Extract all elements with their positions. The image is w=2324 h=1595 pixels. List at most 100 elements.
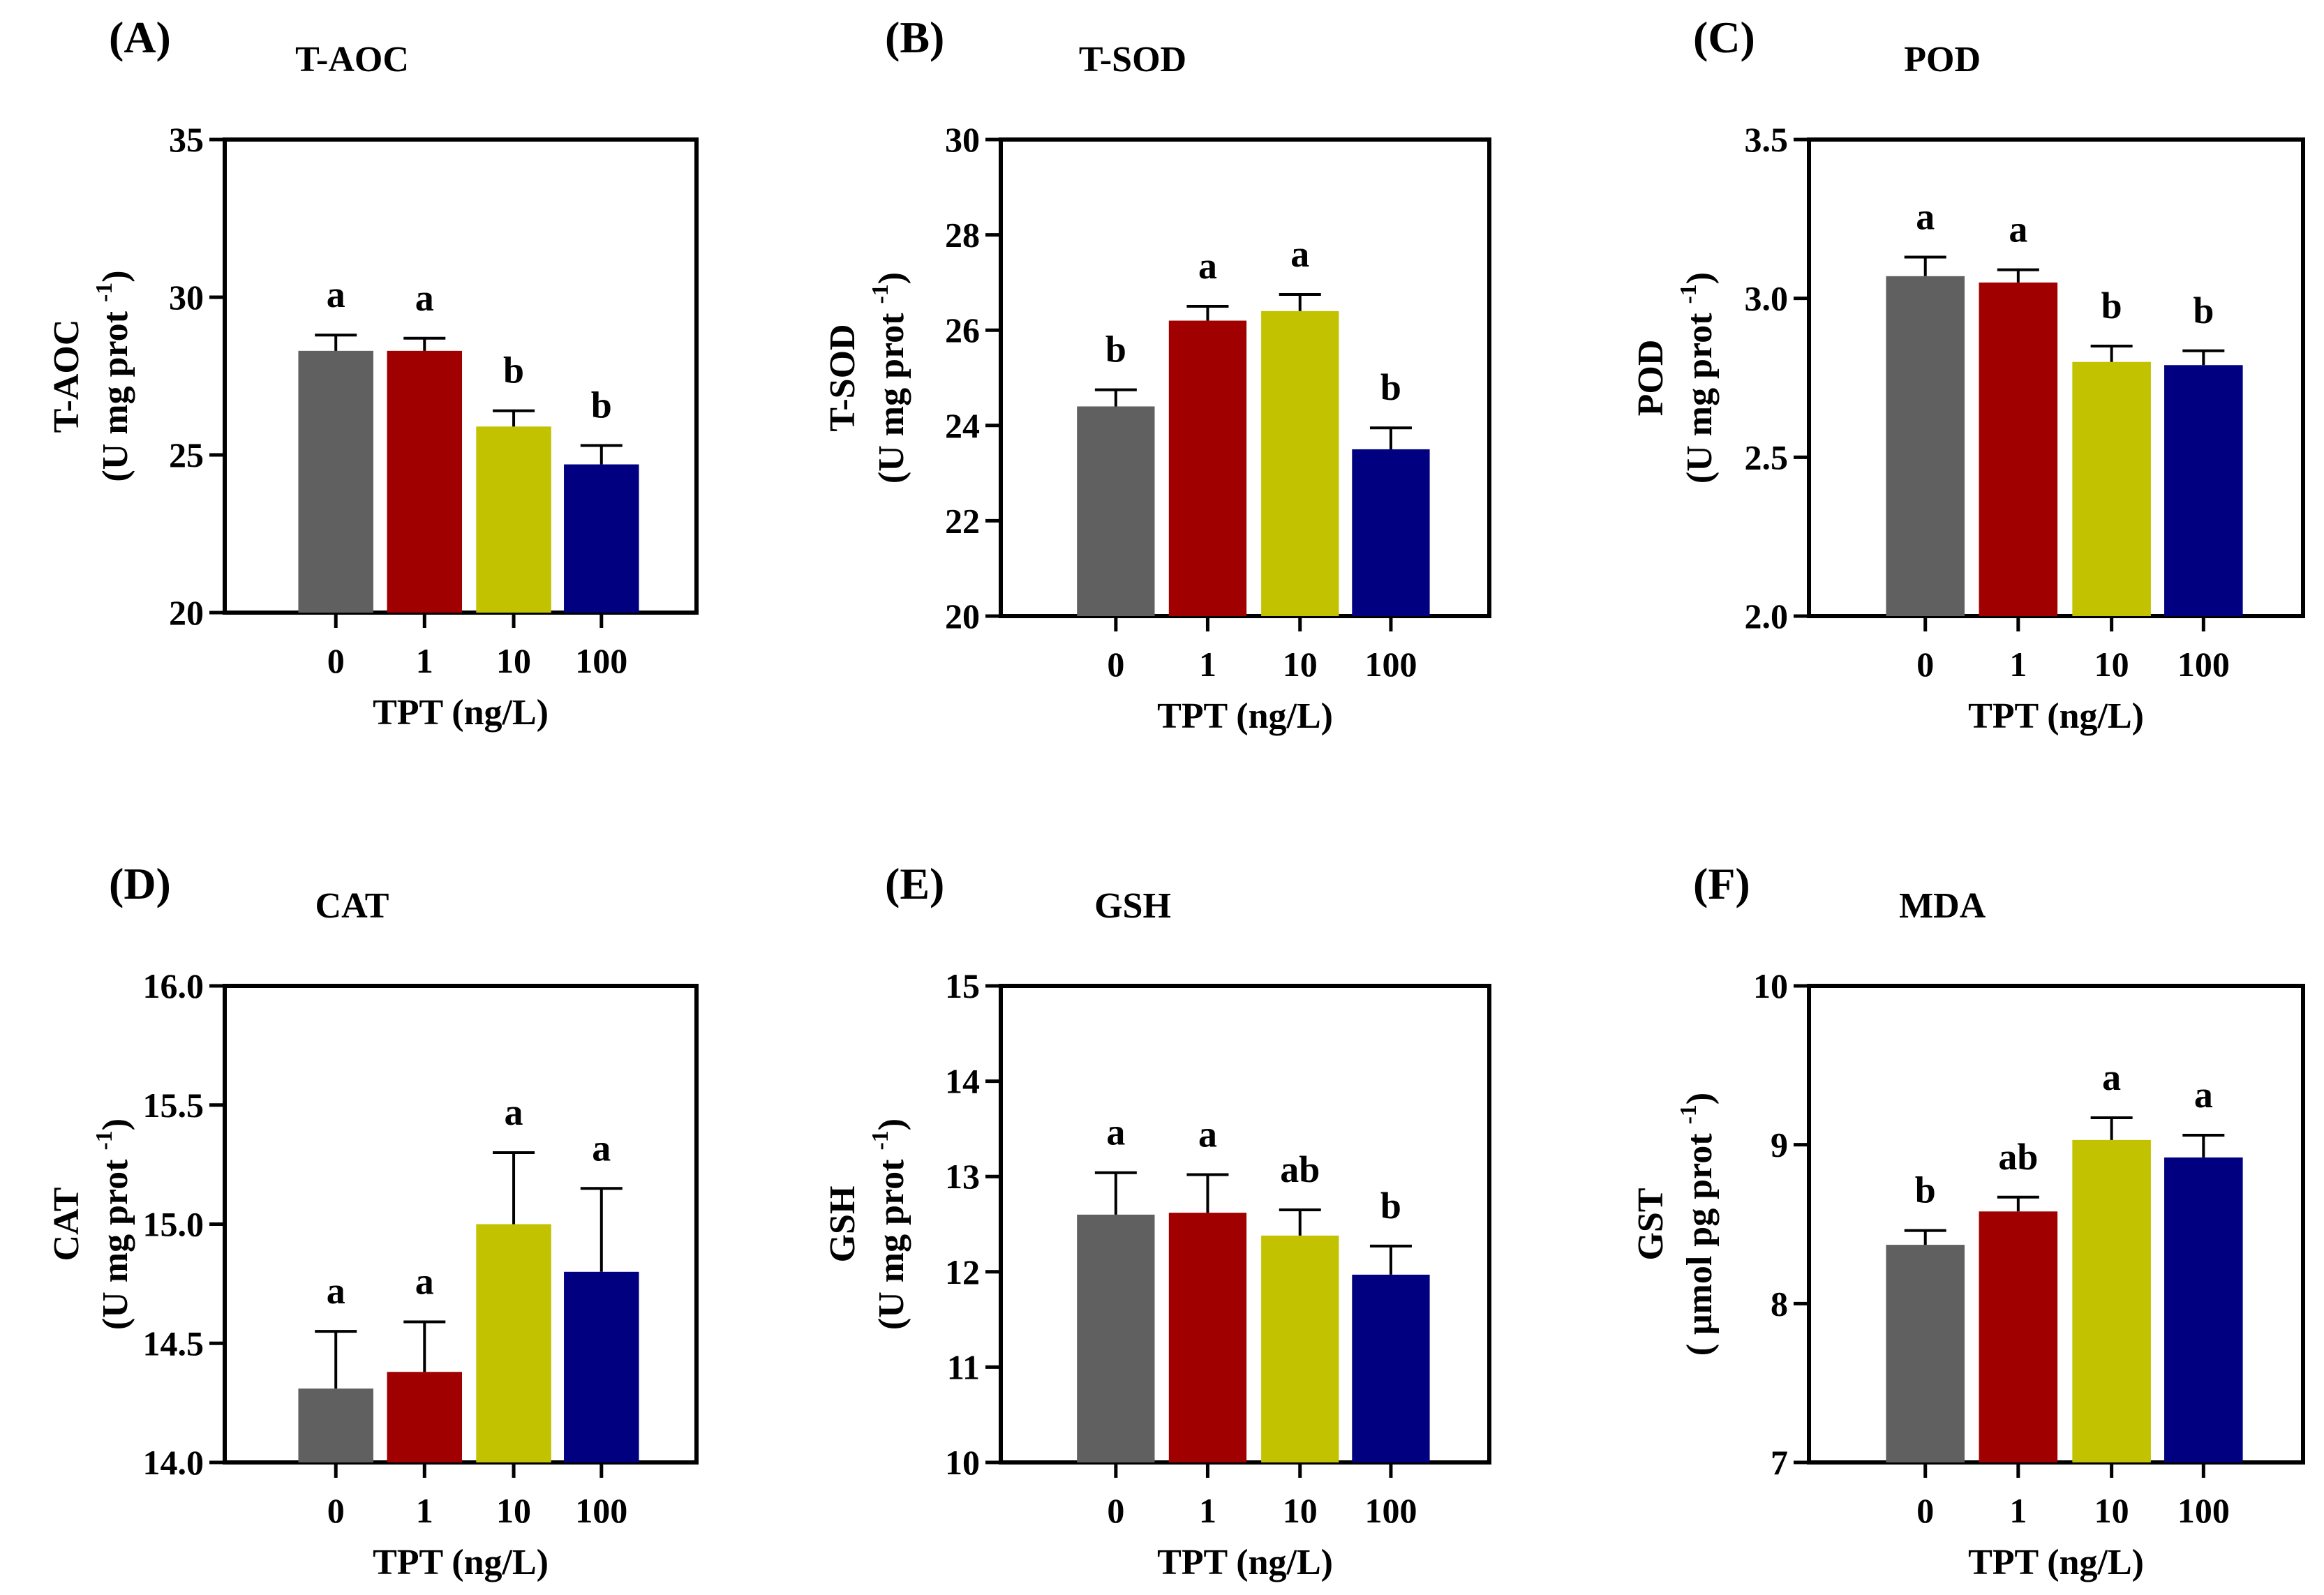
x-axis-title: TPT (ng/L)	[373, 693, 549, 733]
x-axis-title: TPT (ng/L)	[1968, 1543, 2144, 1582]
y-axis-title: T-AOC	[47, 320, 87, 433]
error-bar	[493, 409, 535, 427]
y-tick-label: 8	[1771, 1284, 1788, 1323]
error-bar	[403, 1320, 446, 1372]
y-tick-label: 11	[947, 1347, 980, 1386]
x-tick-label: 10	[1283, 645, 1318, 684]
significance-label: b	[2101, 285, 2122, 327]
error-bar	[315, 1330, 357, 1389]
x-tick-label: 0	[327, 1491, 345, 1530]
bar-0	[1077, 1214, 1155, 1462]
x-tick-label: 100	[1364, 1491, 1417, 1530]
y-tick-label: 30	[945, 120, 980, 159]
x-tick-label: 1	[1199, 1491, 1216, 1530]
panel-cat: (D) CAT 14.0 14.5 15.0 15.5 16.0 a 0 a 1 a 10 a 100 TPT…	[47, 859, 699, 1582]
x-tick-label: 10	[2094, 1491, 2129, 1530]
error-bar	[1186, 305, 1229, 321]
y-tick-label: 26	[945, 310, 980, 350]
x-tick-label: 10	[1283, 1491, 1318, 1530]
significance-label: a	[592, 1127, 611, 1169]
bar-10	[1261, 310, 1339, 616]
y-axis-title: T-SOD	[823, 324, 863, 431]
y-axis-unit: (U mg prot -1)	[867, 1118, 911, 1330]
panel-t-sod: (B) T-SOD 20 22 24 26 28 30 b 0 a 1 a 10 b 100 TPT (ng/L…	[823, 13, 1491, 736]
x-tick-label: 100	[2177, 645, 2230, 684]
significance-label: a	[1198, 245, 1217, 287]
x-tick-label: 100	[575, 1491, 627, 1530]
error-bar	[2182, 1134, 2225, 1158]
bar-1	[1979, 282, 2058, 616]
bar-10	[2072, 361, 2151, 616]
x-tick-label: 1	[416, 641, 433, 680]
significance-label: b	[1380, 1185, 1401, 1227]
y-tick-label: 28	[945, 216, 980, 255]
panel-t-aoc: (A) T-AOC 20 25 30 35 a 0 a 1 b 10 b 100 TPT (ng/L) T-A…	[47, 13, 699, 733]
error-bar	[2090, 1116, 2133, 1140]
significance-label: a	[1106, 1111, 1125, 1153]
y-tick-label: 22	[945, 501, 980, 540]
y-axis-title: GST	[1631, 1188, 1671, 1260]
bar-1	[387, 1372, 463, 1462]
panel-label: (A)	[109, 13, 171, 62]
significance-label: a	[1916, 195, 1935, 237]
panel-title: GSH	[1094, 886, 1171, 926]
x-tick-label: 10	[496, 1491, 531, 1530]
y-tick-label: 30	[169, 278, 204, 317]
y-tick-label: 20	[945, 597, 980, 636]
y-tick-label: 14.5	[143, 1324, 204, 1363]
panel-label: (F)	[1693, 859, 1750, 908]
bar-0	[1077, 406, 1155, 616]
error-bar	[315, 334, 357, 351]
error-bar	[1094, 388, 1137, 407]
bar-10	[2072, 1139, 2151, 1462]
error-bar	[1186, 1173, 1229, 1213]
panel-title: POD	[1904, 40, 1981, 80]
x-tick-label: 100	[575, 641, 627, 680]
y-tick-label: 10	[1753, 966, 1788, 1005]
significance-label: a	[327, 274, 345, 315]
x-tick-label: 1	[1199, 645, 1216, 684]
significance-label: a	[1198, 1113, 1217, 1155]
y-tick-label: 25	[169, 435, 204, 474]
x-tick-label: 100	[1364, 645, 1417, 684]
panel-pod: (C) POD 2.0 2.5 3.0 3.5 a 0 a 1 b 10 b 100 TPT (ng/L) P…	[1631, 13, 2305, 736]
y-tick-label: 15.0	[143, 1205, 204, 1244]
bar-10	[1261, 1235, 1339, 1462]
y-axis-title: POD	[1631, 340, 1671, 417]
y-tick-label: 10	[945, 1443, 980, 1482]
y-tick-label: 20	[169, 593, 204, 632]
panel-title: T-AOC	[295, 40, 409, 80]
y-tick-label: 15	[945, 966, 980, 1005]
bar-100	[1352, 449, 1430, 616]
bar-0	[298, 1388, 373, 1462]
panel-title: MDA	[1899, 886, 1986, 926]
x-axis-title: TPT (ng/L)	[1157, 1543, 1333, 1582]
significance-label: a	[327, 1270, 345, 1312]
bar-1	[387, 350, 463, 613]
significance-label: b	[591, 384, 612, 426]
y-tick-label: 2.0	[1745, 597, 1789, 636]
bar-10	[476, 1224, 551, 1462]
error-bar	[1279, 292, 1321, 311]
bar-1	[1168, 1213, 1247, 1462]
y-axis-unit: ( μmol pg prot -1)	[1676, 1093, 1720, 1356]
x-tick-label: 0	[1107, 1491, 1124, 1530]
x-tick-label: 0	[327, 641, 345, 680]
y-tick-label: 13	[945, 1157, 980, 1196]
significance-label: b	[503, 350, 524, 391]
panel-title: T-SOD	[1079, 40, 1186, 80]
y-tick-label: 24	[945, 406, 980, 445]
error-bar	[1094, 1171, 1137, 1215]
x-tick-label: 100	[2177, 1491, 2230, 1530]
panel-gsh: (E) GSH 10 11 12 13 14 15 a 0 a 1 ab 10 b 100 TPT (ng/L)…	[823, 859, 1491, 1582]
error-bar	[1904, 255, 1946, 276]
significance-label: b	[1105, 329, 1126, 370]
bar-100	[2164, 1157, 2243, 1462]
panel-label: (D)	[109, 859, 171, 908]
panel-label: (C)	[1693, 13, 1755, 62]
bar-0	[298, 350, 373, 613]
y-tick-label: 7	[1771, 1443, 1788, 1482]
significance-label: a	[2194, 1074, 2213, 1116]
significance-label: a	[415, 1261, 434, 1303]
significance-label: ab	[1280, 1148, 1320, 1190]
